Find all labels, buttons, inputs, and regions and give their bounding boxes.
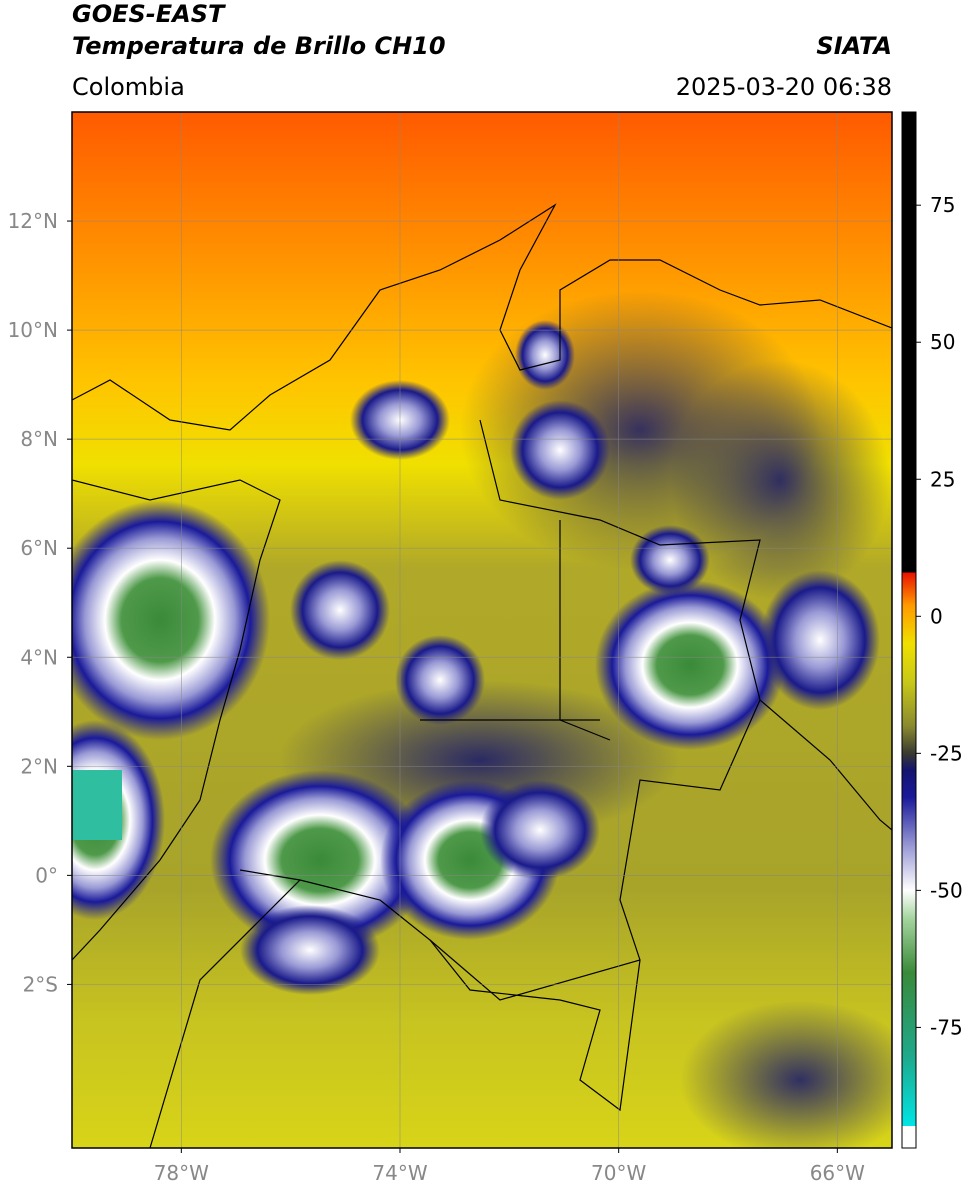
source: SIATA	[816, 32, 892, 60]
lat-tick-label: 10°N	[8, 318, 58, 342]
lat-tick-label: 12°N	[8, 209, 58, 233]
colorbar-tick-label: -50	[930, 878, 963, 902]
colorbar-tick-label: -25	[930, 741, 963, 765]
lon-tick-label: 66°W	[810, 1161, 865, 1185]
colorbar	[901, 111, 917, 1149]
title-line-1: GOES-EAST	[72, 0, 226, 28]
satellite-image	[72, 112, 892, 1148]
lat-tick-label: 4°N	[20, 645, 58, 669]
region: Colombia	[72, 73, 185, 101]
title-line-2: Temperatura de Brillo CH10	[72, 32, 446, 60]
map-frame	[71, 111, 893, 1149]
timestamp: 2025-03-20 06:38	[676, 73, 892, 101]
colorbar-tick-label: 0	[930, 604, 943, 628]
lon-tick-label: 70°W	[591, 1161, 646, 1185]
colorbar-tick-label: -75	[930, 1015, 963, 1039]
lon-tick-label: 78°W	[154, 1161, 209, 1185]
lat-tick-label: 2°N	[20, 754, 58, 778]
colorbar-tick-label: 25	[930, 467, 955, 491]
lon-tick-label: 74°W	[372, 1161, 427, 1185]
lat-tick-label: 8°N	[20, 427, 58, 451]
colorbar-tick-label: 75	[930, 193, 955, 217]
colorbar-tick-label: 50	[930, 330, 955, 354]
lat-tick-label: 0°	[35, 863, 58, 887]
lat-tick-label: 6°N	[20, 536, 58, 560]
grid	[72, 112, 892, 1148]
lat-tick-label: 2°S	[23, 972, 58, 996]
